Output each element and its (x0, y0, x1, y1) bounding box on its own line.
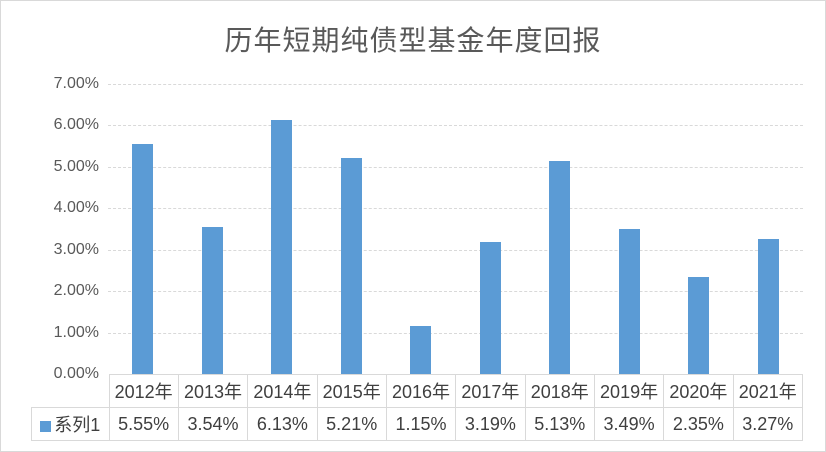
chart-bar (480, 242, 501, 374)
y-axis-label: 0.00% (53, 365, 99, 382)
table-header-cell: 2014年 (247, 374, 318, 408)
table-header-cell: 2015年 (316, 374, 387, 408)
chart-bar (619, 229, 640, 374)
y-axis-label: 2.00% (53, 282, 99, 299)
table-header-cell: 2016年 (385, 374, 457, 408)
chart-bar (549, 161, 570, 374)
gridline (108, 291, 803, 292)
gridline (108, 167, 803, 168)
legend-cell: 系列1 (31, 407, 110, 441)
legend-series-label: 系列1 (54, 415, 101, 435)
table-header-cell: 2012年 (108, 374, 179, 408)
chart-bar (132, 144, 153, 374)
data-table: 2012年 2013年 2014年 2015年 2016年 2017年 2018年 2019年… (31, 374, 804, 441)
y-axis-label: 1.00% (53, 324, 99, 341)
table-value-cell: 6.13% (247, 407, 318, 441)
y-axis-label: 6.00% (53, 116, 99, 133)
table-corner-cell (32, 375, 110, 408)
table-header-cell: 2019年 (593, 374, 665, 408)
table-header-cell: 2020年 (663, 374, 734, 408)
table-header-cell: 2017年 (455, 374, 526, 408)
y-axis-label: 3.00% (53, 241, 99, 258)
chart-bar (202, 227, 223, 374)
chart-title: 历年短期纯债型基金年度回报 (224, 25, 602, 56)
gridline (108, 250, 803, 251)
table-header-cell: 2018年 (524, 374, 595, 408)
table-value-cell: 5.21% (316, 407, 387, 441)
gridline (108, 208, 803, 209)
table-header-row: 2012年 2013年 2014年 2015年 2016年 2017年 2018年 2019年… (32, 374, 804, 408)
chart-bar (758, 239, 779, 374)
chart-bar (410, 326, 431, 374)
table-value-cell: 3.19% (455, 407, 526, 441)
series-swatch-icon (40, 421, 52, 432)
table-data-row: 系列1 5.55% 3.54% 6.13% 5.21% 1.15% 3.19% 5.13% 3… (31, 407, 804, 441)
table-value-cell: 3.49% (593, 407, 665, 441)
y-axis-label: 7.00% (53, 75, 99, 92)
table-value-cell: 1.15% (385, 407, 457, 441)
table-value-cell: 2.35% (663, 407, 734, 441)
chart-bar (341, 158, 362, 374)
table-value-cell: 3.27% (732, 407, 804, 441)
chart-bar (688, 277, 709, 374)
y-axis-label: 5.00% (53, 158, 99, 175)
table-value-cell: 3.54% (177, 407, 249, 441)
table-value-cell: 5.13% (524, 407, 595, 441)
gridline (108, 125, 803, 126)
table-header-cell: 2021年 (732, 374, 804, 408)
gridline (108, 84, 803, 85)
chart-bar (271, 120, 292, 374)
table-header-cell: 2013年 (177, 374, 249, 408)
y-axis-label: 4.00% (53, 199, 99, 216)
table-value-cell: 5.55% (108, 407, 179, 441)
gridline (108, 333, 803, 334)
